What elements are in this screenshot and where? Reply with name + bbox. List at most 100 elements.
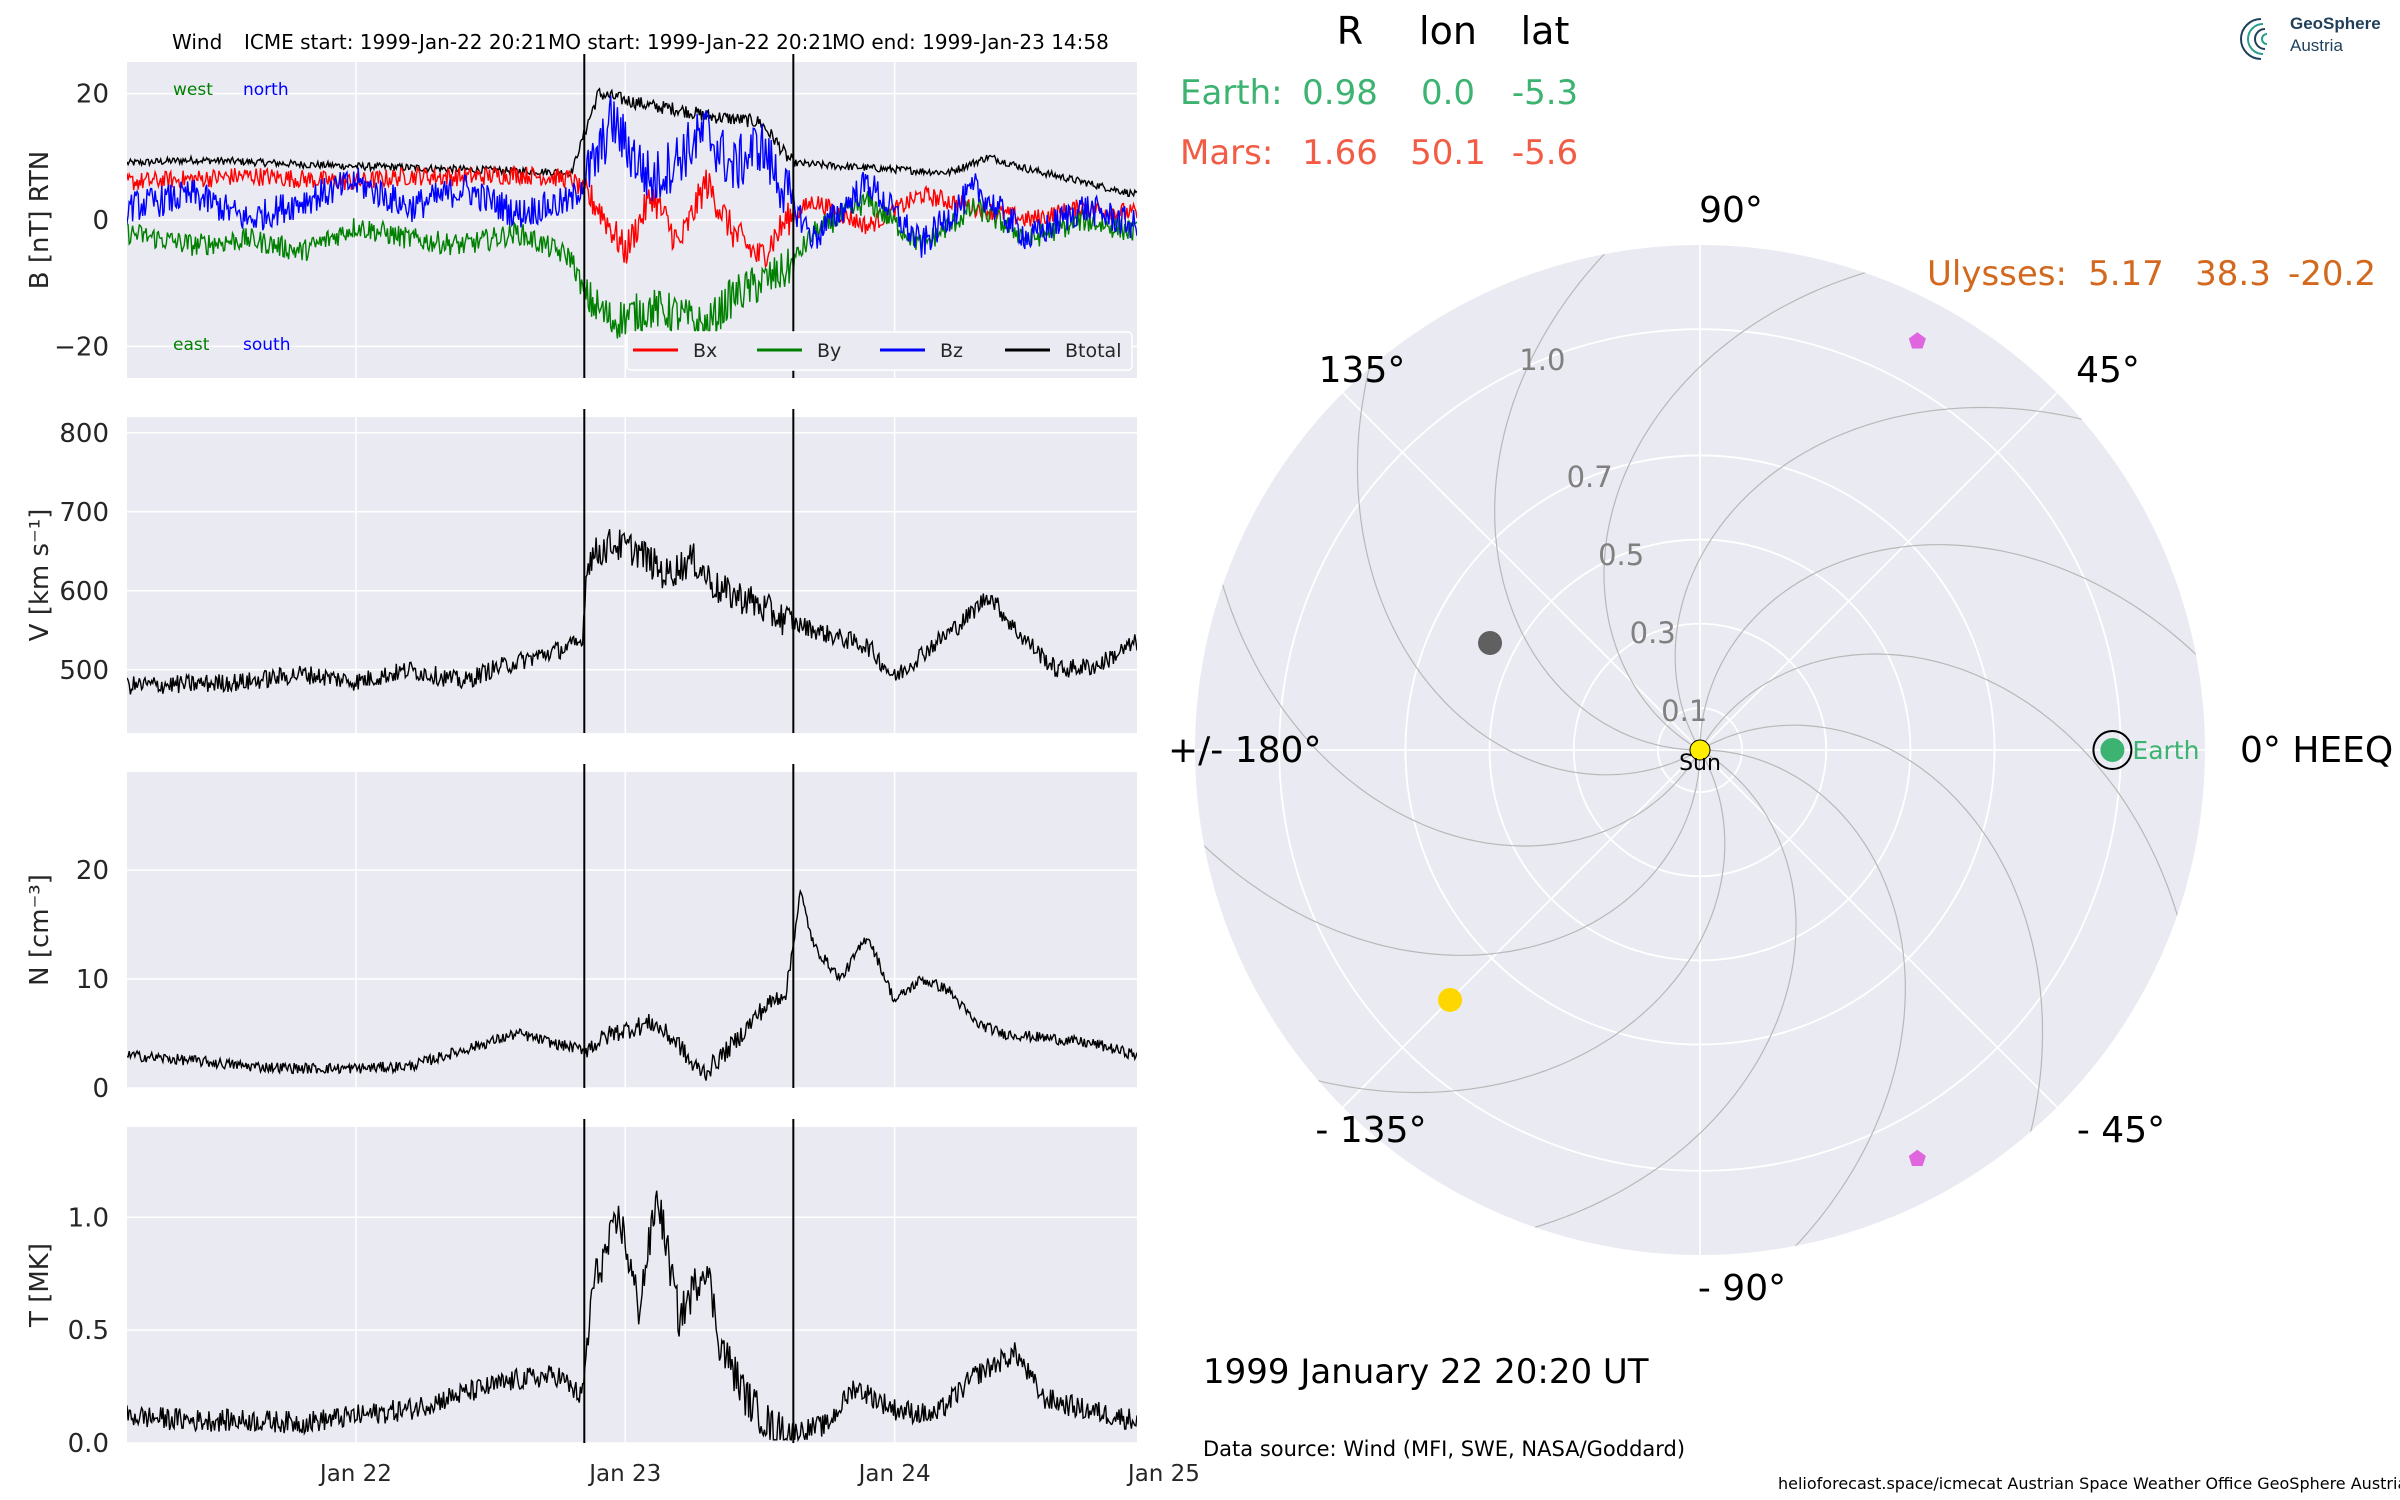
spiral-field-line xyxy=(1674,406,2152,751)
angle-label: +/- 180° xyxy=(1168,730,1321,771)
panel-background xyxy=(127,1127,1137,1443)
label-west: west xyxy=(173,80,213,100)
y-tick-label: 0.5 xyxy=(68,1316,109,1346)
panel-density: 0 10 20 N [cm⁻³] xyxy=(25,764,1165,1104)
polar-spoke xyxy=(1342,749,1701,1108)
sun-label: Sun xyxy=(1679,751,1721,776)
angle-label: 0° HEEQ xyxy=(2240,730,2393,771)
spiral-field-line xyxy=(1699,653,2194,987)
panel-temperature: 0.0 0.5 1.0 T [MK] Jan 22 Jan 23 Jan 24 Jan 25 xyxy=(25,1119,1200,1487)
angle-label: 90° xyxy=(1699,190,1763,231)
legend-label-Bx: Bx xyxy=(693,340,717,362)
y-axis-label: V [km s⁻¹] xyxy=(25,509,55,642)
angle-label: 45° xyxy=(2076,350,2140,391)
polar-spoke xyxy=(1342,392,1701,751)
table-row-lon: 38.3 xyxy=(2195,254,2271,294)
angle-label: - 90° xyxy=(1698,1268,1786,1309)
spiral-field-line xyxy=(1463,749,1797,1244)
angle-label: - 45° xyxy=(2077,1110,2165,1151)
table-row-R: 5.17 xyxy=(2088,254,2164,294)
series-line-By xyxy=(127,190,1137,344)
angle-label: 135° xyxy=(1319,350,1406,391)
y-tick-label: 0.0 xyxy=(68,1429,109,1459)
sun-marker xyxy=(1689,739,1711,761)
radial-tick-label: 0.7 xyxy=(1567,460,1613,494)
y-tick-label: 10 xyxy=(76,965,109,995)
table-header: R xyxy=(1337,9,1363,53)
panel-magnetic-field: −20 0 20 B [nT] RTN west north east south Bx By Bz… xyxy=(25,54,1165,378)
y-tick-label: 20 xyxy=(76,856,109,886)
table-row-lon: 0.0 xyxy=(1421,73,1475,113)
table-row-lat: -5.3 xyxy=(1512,73,1578,113)
y-tick-label: 600 xyxy=(59,577,109,607)
y-tick-label: −20 xyxy=(54,332,109,362)
table-row-name: Mars: xyxy=(1180,133,1273,173)
y-tick-label: 800 xyxy=(59,419,109,449)
spiral-field-line xyxy=(1195,749,1701,956)
radial-tick-label: 0.5 xyxy=(1598,538,1644,572)
legend-label-Btotal: Btotal xyxy=(1065,340,1121,362)
label-north: north xyxy=(243,80,289,100)
earth-marker xyxy=(2100,738,2125,762)
y-tick-label: 1.0 xyxy=(68,1203,109,1233)
radial-tick-label: 0.3 xyxy=(1630,616,1676,650)
y-tick-label: 700 xyxy=(59,498,109,528)
y-axis-label: T [MK] xyxy=(25,1243,55,1328)
spiral-field-line xyxy=(1699,544,2205,751)
table-row-name: Earth: xyxy=(1180,73,1283,113)
legend-label-Bz: Bz xyxy=(940,340,963,362)
table-row-lat: -5.6 xyxy=(1512,133,1578,173)
earth-ring xyxy=(2092,730,2133,770)
y-axis-label: B [nT] RTN xyxy=(25,151,55,290)
x-tick-label: Jan 22 xyxy=(318,1461,392,1487)
table-row-lat: -20.2 xyxy=(2288,254,2376,294)
series-line-V xyxy=(127,529,1137,695)
y-tick-label: 0 xyxy=(92,206,109,236)
polar-spoke xyxy=(1699,749,2058,1108)
spiral-field-line xyxy=(1494,245,1701,751)
earth-label: Earth xyxy=(2132,736,2199,765)
spacecraft-pentagon-marker xyxy=(1908,1149,1926,1166)
series-line-Bz xyxy=(127,95,1137,258)
planet-gray-marker xyxy=(1478,631,1503,656)
panel-background xyxy=(127,772,1137,1088)
series-line-N xyxy=(127,888,1137,1081)
polar-plot: 0.1 0.3 0.5 0.7 1.0 0° HEEQ 45° 90° 135° +/- 180°… xyxy=(1168,190,2393,1309)
x-tick-label: Jan 25 xyxy=(1126,1461,1200,1487)
series-line-Btotal xyxy=(127,87,1137,198)
spiral-field-line xyxy=(1356,298,1701,776)
legend: Bx By Bz Btotal xyxy=(626,331,1133,371)
spacecraft-pentagon-marker xyxy=(1908,332,1926,349)
panel-velocity: 500 600 700 800 V [km s⁻¹] xyxy=(25,409,1165,733)
panel-background xyxy=(127,417,1137,733)
spiral-field-line xyxy=(1699,724,2044,1202)
x-tick-label: Jan 23 xyxy=(587,1461,661,1487)
legend-label-By: By xyxy=(817,340,841,362)
table-header: lat xyxy=(1521,9,1570,53)
spiral-field-line xyxy=(1248,749,1726,1094)
y-tick-label: 20 xyxy=(76,80,109,110)
series-line-T xyxy=(127,1190,1137,1443)
spiral-field-line xyxy=(1603,256,1937,751)
table-header: lon xyxy=(1419,9,1477,53)
y-axis-label: N [cm⁻³] xyxy=(25,874,55,986)
y-tick-label: 500 xyxy=(59,656,109,686)
angle-label: - 135° xyxy=(1315,1110,1426,1151)
table-row-lon: 50.1 xyxy=(1410,133,1486,173)
radial-tick-label: 1.0 xyxy=(1519,343,1565,377)
spiral-field-line xyxy=(1699,749,1906,1255)
series-line-Bx xyxy=(127,164,1137,270)
y-tick-label: 0 xyxy=(92,1074,109,1104)
x-tick-label: Jan 24 xyxy=(857,1461,931,1487)
table-row-R: 0.98 xyxy=(1302,73,1378,113)
label-east: east xyxy=(173,335,210,355)
label-south: south xyxy=(243,335,290,355)
radial-tick-label: 0.1 xyxy=(1661,694,1707,728)
planet-yellow-marker xyxy=(1438,987,1463,1012)
table-row-R: 1.66 xyxy=(1302,133,1378,173)
polar-spoke xyxy=(1699,392,2058,751)
spiral-field-line xyxy=(1206,513,1701,847)
table-row-name: Ulysses: xyxy=(1927,254,2067,294)
